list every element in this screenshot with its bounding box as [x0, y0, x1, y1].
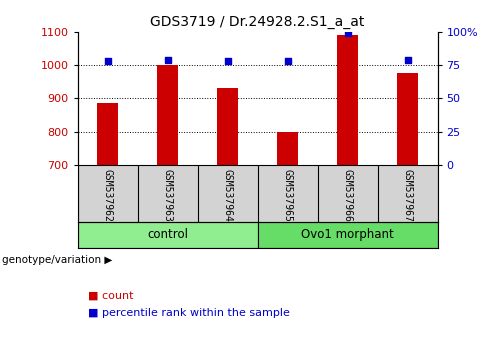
Text: GSM537964: GSM537964 — [222, 169, 232, 222]
Bar — [277, 132, 298, 165]
Bar — [217, 88, 238, 165]
Text: Ovo1 morphant: Ovo1 morphant — [301, 228, 394, 241]
Point — [164, 57, 172, 63]
Bar — [258, 222, 438, 248]
Text: genotype/variation ▶: genotype/variation ▶ — [2, 255, 113, 265]
Point — [104, 58, 112, 64]
Bar — [78, 222, 258, 248]
Point — [224, 58, 232, 64]
Text: ■ count: ■ count — [88, 291, 133, 301]
Bar — [337, 35, 358, 165]
Bar — [97, 103, 118, 165]
Point — [404, 57, 411, 63]
Text: GSM537967: GSM537967 — [402, 169, 412, 222]
Text: control: control — [147, 228, 188, 241]
Title: GDS3719 / Dr.24928.2.S1_a_at: GDS3719 / Dr.24928.2.S1_a_at — [150, 16, 364, 29]
Text: GSM537965: GSM537965 — [282, 169, 292, 222]
Bar — [397, 73, 418, 165]
Text: GSM537962: GSM537962 — [102, 169, 113, 222]
Text: GSM537963: GSM537963 — [162, 169, 172, 222]
Bar — [157, 65, 178, 165]
Point — [344, 30, 351, 36]
Text: ■ percentile rank within the sample: ■ percentile rank within the sample — [88, 308, 290, 318]
Point — [284, 58, 292, 64]
Text: GSM537966: GSM537966 — [342, 169, 352, 222]
